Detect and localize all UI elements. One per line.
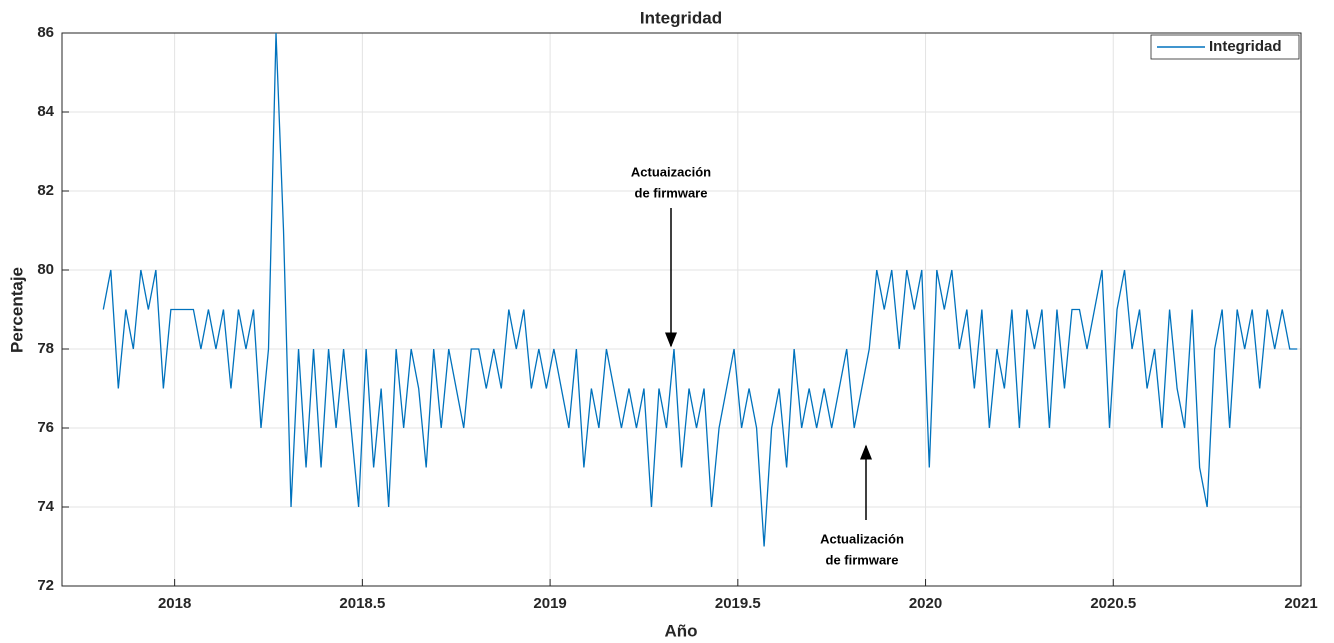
x-tick-label: 2019 (533, 595, 566, 612)
legend-label: Integridad (1209, 38, 1282, 55)
y-tick-label: 78 (37, 340, 54, 357)
plot-area (62, 33, 1301, 586)
annotation-text: de firmware (635, 185, 708, 200)
y-tick-label: 86 (37, 24, 54, 41)
chart-title: Integridad (640, 8, 722, 27)
x-tick-label: 2019.5 (715, 595, 761, 612)
x-tick-label: 2021 (1284, 595, 1317, 612)
x-tick-label: 2020.5 (1090, 595, 1136, 612)
annotation-text: Actuaización (631, 164, 711, 179)
y-axis-label: Percentaje (7, 267, 26, 353)
x-axis-label: Año (664, 621, 697, 640)
annotation-text: Actualización (820, 531, 904, 546)
y-tick-label: 82 (37, 182, 54, 199)
data-line (102, 32, 1298, 547)
y-tick-label: 74 (37, 498, 54, 515)
x-tick-label: 2020 (909, 595, 942, 612)
y-tick-label: 76 (37, 419, 54, 436)
y-tick-label: 84 (37, 103, 54, 120)
annotation-text: de firmware (826, 552, 899, 567)
y-tick-label: 80 (37, 261, 54, 278)
y-tick-label: 72 (37, 577, 54, 594)
axes-box (61, 32, 1302, 587)
x-tick-label: 2018 (158, 595, 191, 612)
x-tick-label: 2018.5 (339, 595, 385, 612)
